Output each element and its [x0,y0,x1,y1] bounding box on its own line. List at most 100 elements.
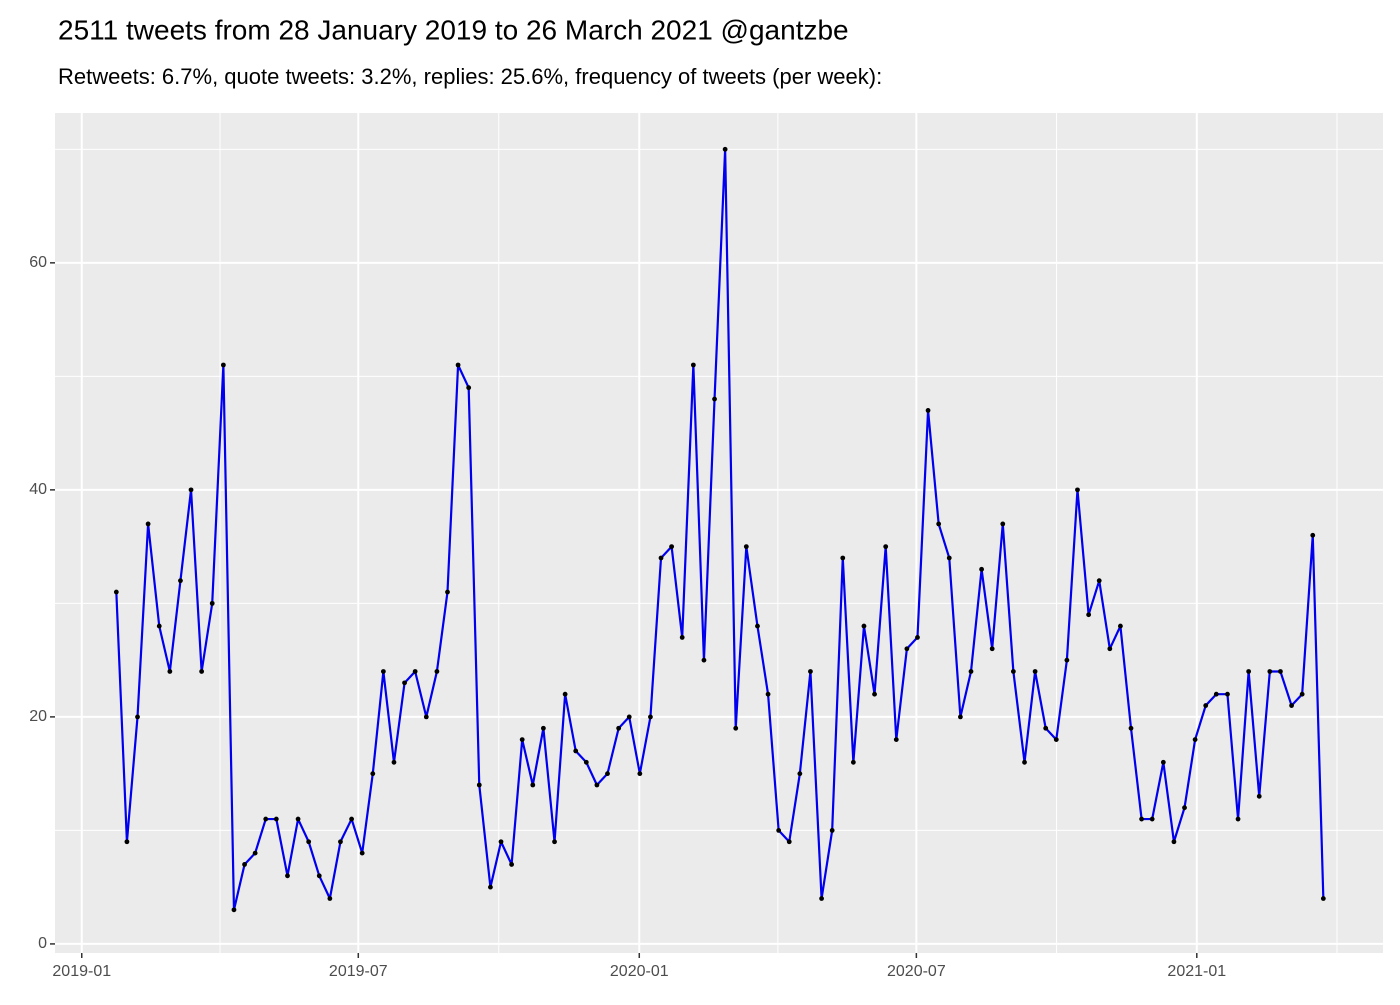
point [1064,657,1070,663]
x-tick-label: 2020-07 [887,963,946,980]
point [145,521,151,527]
point [765,691,771,697]
point [829,828,835,833]
point [958,714,963,720]
point [488,884,493,890]
y-tick-label: 40 [29,481,47,498]
point [872,691,877,697]
point [316,873,322,879]
point [840,555,846,561]
point [156,623,162,629]
point [979,566,984,572]
point [285,873,290,879]
point [220,362,226,368]
point [263,816,269,822]
point [455,362,461,368]
point [893,737,899,742]
point [327,896,333,901]
point [712,396,717,402]
point [808,669,813,674]
point [904,646,910,652]
point [306,839,312,845]
point [1203,703,1209,708]
point [1310,532,1316,538]
point [349,816,354,822]
point [722,146,728,152]
point [616,725,622,731]
point [1256,793,1262,799]
point [637,771,643,777]
point [167,669,173,674]
point [445,589,450,595]
point [786,839,792,845]
point [391,759,397,765]
point [338,839,343,845]
point [209,600,215,606]
point [1075,487,1080,493]
point [1032,669,1038,674]
point [231,907,237,913]
x-tick-label: 2021-01 [1167,963,1226,980]
point [1043,725,1049,731]
point [295,816,301,822]
point [1086,612,1092,618]
point [476,782,482,788]
x-tick-label: 2020-01 [610,963,669,980]
point [509,862,515,867]
point [423,714,429,720]
point [1235,816,1241,822]
y-tick-label: 20 [29,708,47,725]
point [850,759,856,765]
point [1118,623,1123,629]
x-tick-label: 2019-01 [52,963,111,980]
point [669,544,675,550]
point [1022,759,1027,765]
point [273,816,279,822]
point [466,385,472,391]
point [562,691,568,697]
point [946,555,952,561]
point [755,623,760,629]
point [1107,646,1113,652]
point [359,850,365,856]
point [135,714,140,720]
point [434,669,440,674]
point [370,771,376,777]
point [412,669,418,674]
point [658,555,664,561]
point [124,839,130,845]
panel [55,113,1383,953]
point [1278,669,1283,674]
point [1171,839,1177,845]
point [989,646,995,652]
point [1289,703,1294,708]
point [819,896,824,901]
point [1246,669,1252,674]
point [797,771,803,777]
point [1149,816,1155,822]
point [540,725,546,731]
point [1010,669,1016,674]
point [690,362,696,368]
point [743,544,749,550]
point [188,487,194,493]
point [1139,816,1144,822]
point [1000,521,1006,527]
point [178,578,183,584]
point [594,782,600,788]
point [519,737,525,742]
point [1225,691,1230,697]
point [701,657,707,663]
point [679,635,685,640]
y-tick-label: 60 [29,254,47,271]
point [1192,737,1198,742]
y-tick-label: 0 [38,935,47,952]
point [252,850,258,856]
point [530,782,536,788]
point [1160,759,1166,765]
point [883,544,889,550]
chart-title: 2511 tweets from 28 January 2019 to 26 M… [58,14,849,45]
point [1320,896,1326,901]
point [1096,578,1102,584]
